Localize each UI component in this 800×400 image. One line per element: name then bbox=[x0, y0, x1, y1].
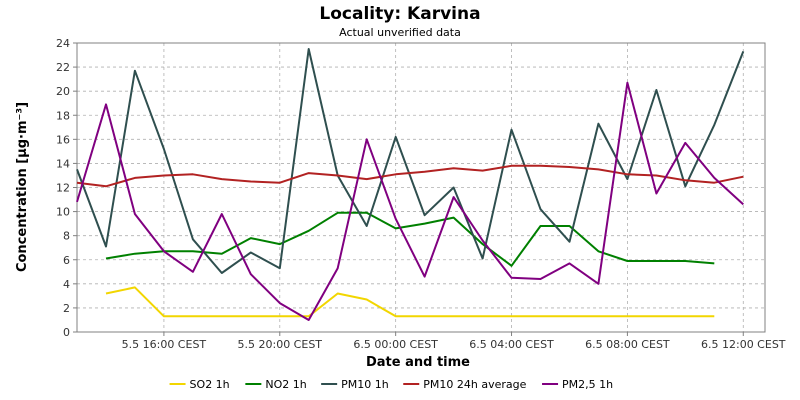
legend-label-pm2-5-1h: PM2,5 1h bbox=[562, 378, 613, 391]
legend-label-pm10-1h: PM10 1h bbox=[341, 378, 389, 391]
x-tick-label: 5.5 16:00 CEST bbox=[122, 338, 207, 351]
y-tick-label: 14 bbox=[56, 157, 70, 170]
series-line-pm10-24h-average bbox=[76, 164, 744, 188]
series-line-pm10-1h bbox=[76, 48, 745, 274]
series-line-so2-1h bbox=[105, 286, 715, 318]
series-lines bbox=[76, 48, 745, 321]
y-tick-label: 24 bbox=[56, 37, 70, 50]
x-tick-label: 6.5 08:00 CEST bbox=[585, 338, 670, 351]
y-tick-label: 22 bbox=[56, 61, 70, 74]
y-tick-label: 16 bbox=[56, 133, 70, 146]
y-axis-label: Concentration [µg·m⁻³] bbox=[15, 102, 30, 272]
axes bbox=[73, 42, 766, 336]
y-tick-label: 18 bbox=[56, 109, 70, 122]
y-tick-label: 6 bbox=[63, 254, 70, 267]
plot-area-border bbox=[76, 42, 766, 333]
legend: SO2 1h NO2 1h PM10 1h PM10 24h average PM2,5… bbox=[169, 378, 613, 391]
x-axis-label: Date and time bbox=[366, 355, 470, 370]
x-tick-label: 6.5 04:00 CEST bbox=[469, 338, 554, 351]
x-tick-label: 6.5 12:00 CEST bbox=[701, 338, 786, 351]
y-tick-label: 8 bbox=[63, 230, 70, 243]
y-tick-label: 4 bbox=[63, 278, 70, 291]
legend-label-no2-1h: NO2 1h bbox=[265, 378, 306, 391]
x-tick-label: 5.5 20:00 CEST bbox=[238, 338, 323, 351]
y-tick-label: 12 bbox=[56, 182, 70, 195]
y-tick-label: 2 bbox=[63, 302, 70, 315]
chart-subtitle: Actual unverified data bbox=[339, 26, 461, 39]
chart-title: Locality: Karvina bbox=[319, 4, 480, 24]
series-line-no2-1h bbox=[105, 211, 715, 267]
y-tick-label: 20 bbox=[56, 85, 70, 98]
series-line-pm2-5-1h bbox=[76, 81, 744, 321]
grid bbox=[77, 42, 765, 333]
legend-label-so2-1h: SO2 1h bbox=[190, 378, 230, 391]
x-tick-label: 6.5 00:00 CEST bbox=[353, 338, 438, 351]
y-tick-label: 10 bbox=[56, 206, 70, 219]
legend-label-pm10-24h-average: PM10 24h average bbox=[423, 378, 526, 391]
y-tick-label: 0 bbox=[63, 326, 70, 339]
